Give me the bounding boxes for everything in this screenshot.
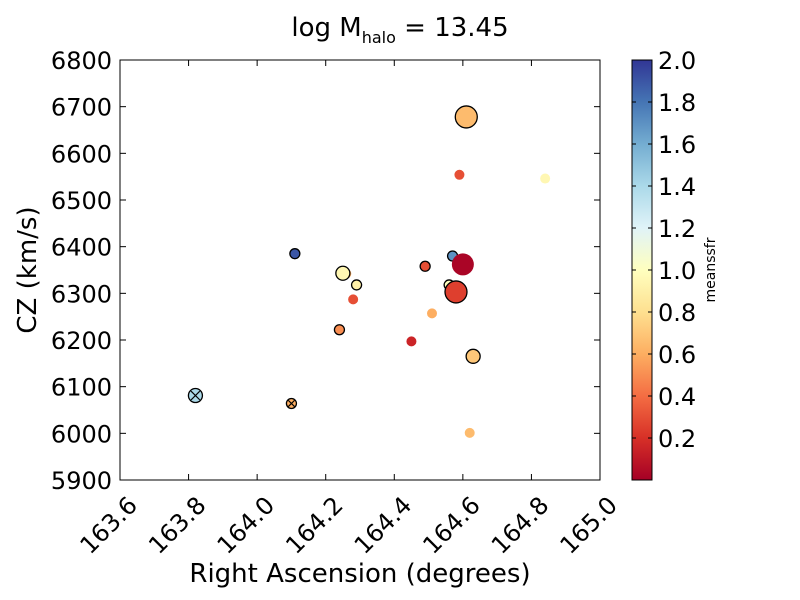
- scatter-point: [406, 336, 417, 347]
- data-points: [187, 105, 551, 438]
- y-axis-ticks: 5900 6000 6100 6200 6300 6400 6500 6600 6700 6800: [51, 47, 600, 495]
- scatter-point: [419, 260, 431, 272]
- x-tick-label: 164.6: [417, 491, 485, 559]
- x-tick-label: 164.4: [349, 491, 417, 559]
- colorbar-tick-label: 1.0: [658, 257, 696, 285]
- scatter-point: [444, 280, 468, 304]
- scatter-point: [335, 265, 351, 281]
- y-tick-label: 6200: [51, 327, 112, 355]
- x-tick-label: 163.8: [143, 491, 211, 559]
- point-marker: [350, 279, 363, 291]
- colorbar-tick-label: 2.0: [658, 47, 696, 75]
- x-tick-label: 164.0: [212, 491, 280, 559]
- scatter-point: [289, 248, 301, 260]
- scatter-point: [454, 169, 465, 180]
- scatter-point: [427, 308, 437, 319]
- colorbar-tick-label: 1.4: [658, 173, 696, 201]
- plot-area: [119, 59, 601, 481]
- y-tick-label: 6800: [51, 47, 112, 75]
- y-tick-label: 6600: [51, 140, 112, 168]
- point-marker: [444, 280, 468, 304]
- x-tick-label: 163.6: [75, 491, 143, 559]
- point-cross-line: [287, 399, 295, 407]
- point-cross-line: [190, 390, 201, 401]
- point-marker: [289, 248, 301, 260]
- y-tick-label: 6000: [51, 420, 112, 448]
- scatter-point: [350, 279, 363, 291]
- scatter-point: [285, 397, 298, 410]
- y-tick-label: 6100: [51, 374, 112, 402]
- y-tick-label: 6300: [51, 280, 112, 308]
- point-marker: [454, 105, 478, 129]
- colorbar-tick-label: 0.6: [658, 341, 696, 369]
- point-marker: [335, 265, 351, 281]
- point-marker: [348, 294, 359, 305]
- colorbar-tick-label: 1.6: [658, 131, 696, 159]
- point-marker: [454, 169, 465, 180]
- colorbar-tick-label: 1.8: [658, 89, 696, 117]
- x-tick-label: 165.0: [555, 491, 623, 559]
- y-tick-label: 6700: [51, 94, 112, 122]
- point-marker: [540, 173, 551, 184]
- colorbar-title: meanssfr: [703, 237, 719, 302]
- colorbar-tick-label: 0.4: [658, 383, 696, 411]
- point-marker: [451, 253, 474, 276]
- y-tick-label: 6500: [51, 187, 112, 215]
- y-tick-label: 5900: [51, 467, 112, 495]
- point-marker: [333, 324, 346, 336]
- y-tick-label: 6400: [51, 234, 112, 262]
- scatter-point: [451, 253, 474, 276]
- point-marker: [427, 308, 437, 319]
- scatter-point: [454, 105, 478, 129]
- y-axis-title: CZ (km/s): [13, 206, 43, 333]
- scatter-point: [333, 324, 346, 336]
- point-marker: [465, 348, 481, 364]
- colorbar-ticks: 0.2 0.4 0.6 0.8 1.0 1.2 1.4 1.6 1.8 2.0: [632, 47, 696, 453]
- colorbar-tick-label: 0.2: [658, 425, 696, 453]
- point-marker: [419, 260, 431, 272]
- x-axis-title: Right Ascension (degrees): [189, 559, 530, 589]
- colorbar-tick-label: 0.8: [658, 299, 696, 327]
- x-tick-label: 164.8: [486, 491, 554, 559]
- point-marker: [464, 427, 475, 438]
- scatter-point: [348, 294, 359, 305]
- x-tick-label: 164.2: [280, 491, 348, 559]
- point-marker: [406, 336, 417, 347]
- scatter-point: [464, 427, 475, 438]
- scatter-point: [540, 173, 551, 184]
- colorbar-tick-label: 1.2: [658, 215, 696, 243]
- scatter-point: [465, 348, 481, 364]
- scatter-point: [187, 387, 204, 404]
- chart-title: log Mhalo = 13.45: [291, 13, 508, 47]
